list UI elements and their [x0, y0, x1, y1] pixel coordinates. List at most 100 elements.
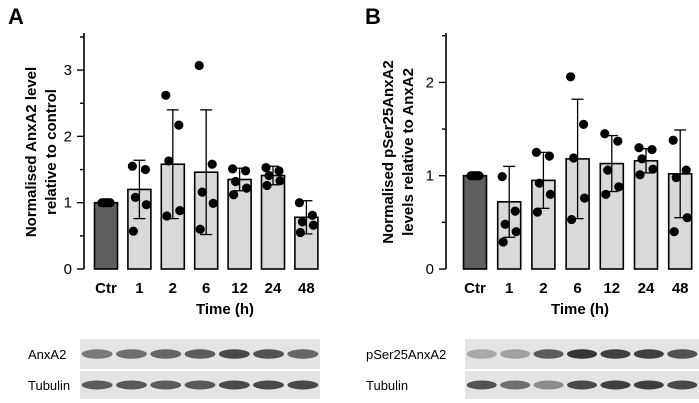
panel-b-y-tick-label-0: 0 — [426, 261, 434, 278]
panel-b-x-tick-label-5: 24 — [638, 280, 655, 297]
panel-a-x-tick-label-2: 2 — [169, 280, 177, 297]
panel-a-point-5-4 — [262, 180, 272, 191]
panel-b-y-axis-label: Normalised pSer25AnxA2 levels relative to… — [380, 60, 417, 243]
panel-b-blot-band-0-1 — [500, 349, 531, 359]
panel-a-point-1-3 — [141, 200, 151, 210]
panel-a-x-tick-label-5: 24 — [265, 280, 282, 297]
panel-b-y-tick-label-1: 1 — [426, 168, 434, 185]
panel-a-blot-band-0-4 — [218, 349, 250, 359]
panel-a-point-6-2 — [297, 217, 307, 227]
panel-a-point-3-0 — [194, 60, 204, 71]
panel-b-blot-band-0-4 — [600, 349, 631, 359]
panel-b-point-1-2 — [500, 219, 510, 229]
panel-b-point-5-4 — [635, 170, 645, 180]
panel-b-point-3-3 — [580, 193, 590, 203]
panel-b-point-3-1 — [579, 119, 589, 129]
panel-b-blot-label-1: Tubulin — [366, 378, 408, 393]
panel-a-point-3-2 — [197, 187, 207, 197]
panel-a-point-6-3 — [308, 220, 318, 230]
panel-a-y-axis-label-line-1: relative to control — [43, 89, 60, 215]
panel-a-point-3-3 — [208, 198, 218, 208]
panel-a-point-1-4 — [128, 226, 138, 236]
panel-b-point-4-2 — [603, 165, 613, 175]
panel-b-point-1-3 — [511, 227, 521, 237]
panel-a-point-5-1 — [274, 166, 284, 176]
panel-b-y-tick-label-2: 2 — [426, 74, 434, 91]
panel-b-point-2-4 — [532, 207, 543, 217]
panel-b-point-3-4 — [567, 214, 577, 225]
panel-b-point-4-3 — [614, 182, 624, 192]
panel-b-blot-band-1-1 — [500, 380, 531, 390]
panel-a-point-2-0 — [161, 90, 171, 100]
panel-b-blot-band-1-3 — [566, 380, 598, 390]
panel-b-point-6-4 — [669, 227, 679, 237]
panel-a-x-tick-label-0: Ctr — [95, 280, 117, 297]
panel-a-point-1-1 — [140, 164, 150, 175]
panel-b-blot-band-1-0 — [466, 380, 497, 390]
panel-b-x-tick-label-1: 1 — [505, 280, 513, 297]
panel-a-letter: A — [8, 4, 24, 29]
panel-a-x-tick-label-6: 48 — [298, 280, 315, 297]
panel-b-point-2-2 — [534, 178, 545, 188]
panel-b-blot-band-1-6 — [667, 380, 698, 390]
panel-a-blot-band-1-4 — [218, 380, 250, 390]
panel-b-point-5-1 — [647, 144, 657, 155]
panel-a-point-5-3 — [275, 176, 285, 186]
panel-a-y-axis-label: Normalised AnxA2 level relative to contro… — [23, 67, 60, 237]
panel-a-blot-band-0-1 — [116, 349, 147, 359]
panel-b-point-2-0 — [531, 147, 542, 157]
panel-a-y-axis-label-line-0: Normalised AnxA2 level — [23, 67, 40, 237]
panel-a-y-tick-label-1: 1 — [64, 195, 72, 212]
panel-a-x-tick-label-4: 12 — [231, 280, 248, 297]
panel-b-point-6-0 — [668, 135, 678, 145]
panel-b-point-6-1 — [681, 165, 691, 175]
panel-b-blot-band-1-5 — [633, 380, 664, 390]
panel-a-point-4-2 — [231, 176, 241, 187]
panel-b-point-3-0 — [566, 72, 576, 82]
panel-a-point-2-2 — [164, 156, 174, 166]
panel-b-blot-band-0-5 — [633, 349, 664, 359]
panel-a-point-4-3 — [242, 183, 252, 193]
panel-b-x-tick-label-3: 6 — [573, 280, 581, 297]
panel-a-blot-band-0-2 — [150, 349, 182, 359]
panel-b-point-3-2 — [569, 153, 579, 163]
panel-a-blot-band-1-1 — [116, 380, 147, 390]
panel-b-letter: B — [365, 4, 381, 29]
panel-a-blot-band-1-3 — [184, 380, 216, 390]
panel-b-blot-band-1-4 — [600, 380, 631, 390]
panel-a-x-axis-label: Time (h) — [196, 301, 254, 318]
panel-b-point-2-3 — [545, 189, 556, 199]
panel-b-blot-label-0: pSer25AnxA2 — [366, 347, 446, 362]
panel-a-blot-band-1-0 — [81, 380, 113, 390]
panel-a-point-4-0 — [228, 164, 238, 174]
panel-a-point-4-4 — [229, 190, 239, 200]
panel-a-blot-label-0: AnxA2 — [28, 347, 66, 362]
panel-b-point-6-3 — [682, 213, 692, 223]
panel-b-blot-band-0-0 — [466, 349, 497, 359]
panel-a-point-2-3 — [175, 206, 185, 216]
panel-a-bar-0 — [93, 201, 119, 270]
panel-a-point-6-0 — [294, 198, 304, 208]
panel-b-x-tick-label-6: 48 — [672, 280, 689, 297]
panel-b-point-2-1 — [544, 151, 555, 161]
panel-a-point-1-2 — [130, 192, 140, 202]
panel-b-y-axis-label-line-0: Normalised pSer25AnxA2 — [380, 60, 397, 243]
panel-b-point-1-1 — [510, 206, 520, 216]
panel-b-blot-band-0-3 — [566, 349, 598, 359]
panel-a-blot-band-1-6 — [287, 380, 319, 390]
panel-b-point-4-4 — [601, 189, 611, 199]
panel-b-x-tick-label-4: 12 — [603, 280, 620, 297]
panel-a-point-6-1 — [307, 210, 317, 220]
panel-a-blot-band-0-5 — [253, 349, 284, 359]
panel-a-point-4-1 — [241, 166, 251, 176]
panel-a-y-tick-label-0: 0 — [64, 261, 72, 278]
panel-a-y-tick-label-2: 2 — [64, 128, 72, 145]
panel-a-blot-band-1-5 — [253, 380, 284, 390]
panel-a-blot-label-1: Tubulin — [28, 378, 70, 393]
panel-a-point-3-4 — [195, 224, 205, 234]
panel-b-point-4-0 — [600, 129, 610, 139]
panel-a-blot-band-1-2 — [150, 380, 182, 390]
